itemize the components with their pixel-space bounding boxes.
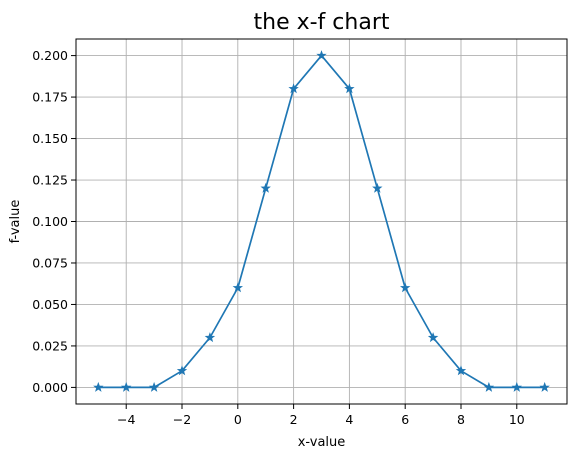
y-tick-label: 0.100 [32, 214, 68, 229]
y-tick-label: 0.075 [32, 255, 68, 270]
data-point-star [176, 365, 188, 376]
data-point-star [204, 332, 216, 343]
data-point-star [372, 182, 383, 193]
data-point-star [539, 381, 550, 392]
x-tick-label: 2 [290, 412, 298, 427]
data-point-star [483, 381, 495, 392]
data-point-star [344, 83, 355, 94]
data-point-star [260, 182, 271, 193]
x-tick-label: 8 [457, 412, 465, 427]
chart-title: the x-f chart [254, 10, 390, 35]
y-tick-label: 0.175 [32, 90, 68, 105]
data-point-star [427, 332, 439, 343]
series-layer [93, 50, 550, 392]
data-point-star [455, 365, 467, 376]
x-tick-label: 4 [345, 412, 353, 427]
x-tick-label: 0 [234, 412, 242, 427]
data-point-star [232, 282, 244, 293]
x-tick-label: 6 [401, 412, 409, 427]
y-tick-label: 0.150 [32, 131, 68, 146]
y-axis-label: f-value [8, 200, 23, 244]
x-tick-label: −2 [173, 412, 191, 427]
x-tick-label: −4 [117, 412, 135, 427]
grid [76, 39, 567, 404]
y-tick-label: 0.050 [32, 297, 68, 312]
y-tick-label: 0.200 [32, 48, 68, 63]
x-tick-label: 10 [509, 412, 525, 427]
data-point-star [316, 50, 327, 61]
y-tick-label: 0.125 [32, 173, 68, 188]
data-point-star [148, 381, 160, 392]
y-tick-label: 0.000 [32, 380, 68, 395]
y-tick-label: 0.025 [32, 338, 68, 353]
x-axis-label: x-value [298, 435, 346, 450]
data-point-star [121, 381, 132, 392]
ticks: −4 −2 0 2 4 6 8 10 0.000 0.025 0.050 0.075 0.100 0.12… [32, 48, 525, 427]
data-point-star [288, 83, 299, 94]
data-point-star [511, 381, 522, 392]
data-point-star [93, 381, 104, 392]
data-point-star [399, 282, 411, 293]
